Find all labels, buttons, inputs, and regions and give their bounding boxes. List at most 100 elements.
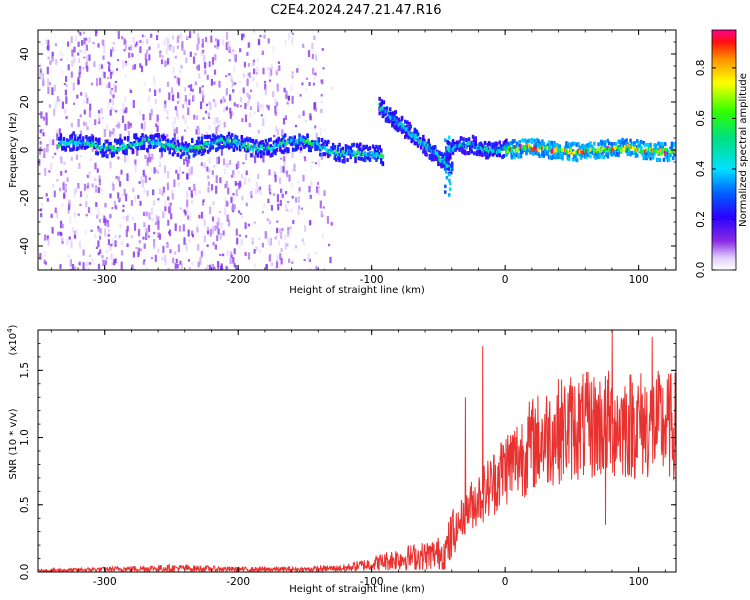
streak-cell	[448, 187, 452, 191]
noise-cell	[69, 268, 73, 270]
noise-cell	[105, 84, 108, 89]
carrier-halo	[319, 152, 322, 157]
noise-cell	[181, 42, 184, 51]
strong-carrier-cell	[636, 148, 639, 153]
strong-carrier-halo	[557, 155, 560, 160]
carrier-halo	[301, 135, 304, 140]
noise-cell	[126, 173, 129, 181]
carrier-cell	[157, 139, 160, 144]
noise-cell	[45, 118, 48, 126]
carrier-halo	[354, 159, 357, 164]
strong-carrier-cell	[661, 150, 664, 155]
carrier-halo	[208, 146, 212, 151]
noise-cell	[66, 238, 69, 246]
carrier-halo	[59, 137, 63, 142]
strong-carrier-halo	[541, 139, 544, 144]
carrier-halo	[149, 142, 152, 147]
carrier-halo	[449, 152, 452, 157]
noise-cell	[39, 253, 42, 260]
noise-cell	[160, 149, 163, 158]
carrier-halo	[136, 146, 139, 151]
carrier-halo	[139, 138, 143, 143]
strong-carrier-halo	[542, 153, 545, 158]
noise-cell	[146, 49, 149, 55]
noise-cell	[230, 78, 233, 82]
carrier-halo	[269, 144, 272, 149]
noise-cell	[68, 202, 71, 211]
noise-cell	[244, 103, 247, 109]
carrier-cell	[320, 146, 324, 151]
noise-cell	[186, 160, 189, 167]
noise-cell	[148, 235, 151, 238]
noise-cell	[204, 57, 207, 66]
tilt-cell	[380, 106, 383, 111]
carrier-halo	[314, 142, 317, 147]
carrier-halo	[451, 139, 455, 144]
carrier-halo	[314, 146, 317, 151]
y-tick-label: -20	[19, 189, 31, 206]
strong-carrier-cell	[534, 145, 537, 150]
x-tick-label: -100	[360, 576, 384, 588]
carrier-cell	[498, 149, 501, 154]
noise-cell	[97, 228, 100, 232]
noise-cell	[178, 225, 182, 232]
noise-cell	[276, 220, 279, 223]
noise-cell	[129, 123, 132, 129]
strong-carrier-halo	[673, 142, 676, 147]
carrier-halo	[505, 138, 508, 143]
noise-cell	[167, 171, 170, 179]
noise-cell	[171, 94, 175, 102]
noise-cell	[159, 156, 162, 159]
noise-cell	[58, 98, 61, 102]
noise-cell	[113, 132, 116, 137]
carrier-cell	[94, 144, 98, 148]
strong-carrier-halo	[531, 151, 535, 156]
noise-cell	[161, 256, 164, 261]
strong-carrier-halo	[610, 152, 614, 157]
noise-cell	[229, 251, 233, 256]
strong-carrier-halo	[555, 154, 559, 158]
strong-carrier-halo	[542, 150, 545, 155]
carrier-halo	[183, 151, 186, 156]
noise-cell	[279, 177, 282, 184]
strong-carrier-cell	[569, 147, 572, 152]
strong-carrier-halo	[673, 152, 676, 157]
noise-cell	[173, 75, 177, 79]
noise-cell	[61, 52, 64, 58]
noise-cell	[77, 52, 80, 56]
carrier-halo	[186, 143, 189, 148]
strong-carrier-cell	[543, 145, 547, 150]
noise-cell	[147, 224, 151, 233]
carrier-halo	[495, 153, 499, 158]
strong-carrier-cell	[533, 146, 536, 151]
strong-carrier-cell	[517, 146, 520, 151]
noise-cell	[115, 30, 118, 34]
carrier-halo	[463, 149, 467, 154]
carrier-cell	[171, 144, 175, 149]
strong-carrier-halo	[613, 151, 616, 156]
noise-cell	[143, 243, 146, 249]
strong-carrier-cell	[640, 149, 643, 154]
noise-cell	[188, 239, 191, 243]
strong-carrier-cell	[627, 148, 631, 152]
carrier-halo	[133, 140, 136, 145]
carrier-cell	[322, 145, 325, 149]
carrier-halo	[485, 149, 488, 154]
noise-cell	[43, 252, 46, 257]
noise-cell	[186, 209, 189, 215]
noise-cell	[222, 96, 225, 100]
noise-cell	[48, 82, 51, 86]
noise-cell	[193, 30, 196, 34]
noise-cell	[189, 51, 192, 57]
noise-cell	[233, 175, 236, 178]
carrier-cell	[467, 140, 471, 145]
noise-cell	[170, 190, 173, 195]
noise-cell	[248, 97, 251, 104]
carrier-halo	[301, 142, 304, 147]
noise-cell	[248, 94, 251, 100]
noise-cell	[198, 73, 201, 79]
noise-cell	[68, 199, 71, 205]
carrier-cell	[354, 153, 357, 157]
noise-cell	[279, 253, 282, 260]
noise-cell	[276, 69, 279, 72]
